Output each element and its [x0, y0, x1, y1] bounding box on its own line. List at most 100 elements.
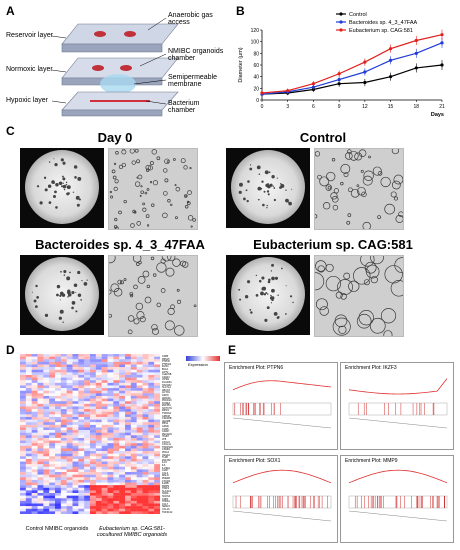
heatmap-cell: [136, 490, 143, 494]
heatmap-cell: [130, 427, 137, 431]
heatmap-cell: [119, 401, 126, 405]
heatmap-cell: [84, 482, 91, 486]
heatmap-cell: [49, 500, 56, 504]
heatmap-cell: [31, 495, 38, 499]
heatmap-cell: [72, 374, 79, 378]
organoid-dot: [176, 288, 180, 292]
heatmap-cell: [119, 419, 126, 423]
dish-dot: [291, 188, 293, 190]
heatmap-cell: [60, 461, 67, 465]
heatmap-cell: [101, 440, 108, 444]
gene-label: PECAM1: [162, 432, 172, 436]
heatmap-cell: [154, 451, 160, 454]
heatmap-cell: [84, 432, 91, 436]
gene-label: VEGFA: [162, 453, 170, 457]
heatmap-cell: [43, 493, 50, 496]
heatmap-cell: [95, 498, 102, 502]
heatmap-cell: [125, 390, 132, 394]
heatmap-cell: [130, 385, 137, 389]
dish-dot: [266, 306, 270, 310]
heatmap-cell: [72, 500, 79, 504]
heatmap-cell: [119, 469, 126, 473]
heatmap-cell: [84, 474, 91, 478]
heatmap-cell: [60, 427, 67, 431]
heatmap-cell: [154, 430, 160, 433]
heatmap-cell: [49, 490, 56, 494]
heatmap-cell: [154, 380, 160, 384]
heatmap-cell: [136, 395, 143, 399]
heatmap-cell: [55, 464, 62, 467]
dish-dot: [67, 289, 71, 293]
dish-dot: [270, 302, 273, 304]
organoid-dot: [142, 270, 150, 278]
heatmap-cell: [119, 493, 126, 496]
x-tick-label: 9: [338, 104, 341, 110]
heatmap-cell: [84, 430, 91, 433]
heatmap-cell: [107, 422, 114, 426]
heatmap-cell: [43, 500, 50, 504]
heatmap-cell: [72, 393, 79, 397]
heatmap-cell: [66, 451, 73, 454]
heatmap-cell: [84, 437, 91, 441]
heatmap-cell: [60, 411, 67, 415]
heatmap-cell: [125, 367, 132, 370]
heatmap-cell: [55, 354, 62, 357]
organoid-dot: [121, 162, 127, 168]
heatmap-cell: [148, 372, 155, 376]
heatmap-cell: [113, 401, 120, 405]
heatmap-cell: [130, 430, 137, 433]
heatmap-cell: [25, 511, 32, 514]
organoid-dot: [146, 284, 151, 289]
heatmap-cell: [60, 490, 67, 494]
heatmap-panel: CD85 FBN15 PTPN6 PTPN22 IKZF3 BCL6 LIPT2 CLEC5B…: [14, 354, 224, 550]
dish-dot: [271, 263, 274, 267]
heatmap-cell: [55, 458, 62, 462]
dish-dot: [73, 165, 78, 169]
heatmap-cell: [78, 382, 85, 386]
heatmap-cell: [119, 474, 126, 478]
heatmap-cell: [84, 380, 91, 384]
gene-label: CCL7: [162, 502, 169, 506]
heatmap-cell: [37, 422, 44, 426]
heatmap-cell: [90, 443, 97, 447]
heatmap-cell: [31, 385, 38, 389]
heatmap-cell: [101, 456, 108, 460]
heatmap-cell: [148, 419, 155, 423]
heatmap-cell: [90, 395, 97, 399]
heatmap-cell: [125, 456, 132, 460]
heatmap-cell: [55, 435, 62, 439]
group-eubacterium: Eubacterium sp. CAG:581-cocultured NMIBC…: [96, 526, 168, 538]
heatmap-cell: [84, 456, 91, 460]
heatmap-cell: [72, 388, 79, 391]
heatmap-cell: [119, 506, 126, 509]
heatmap-cell: [66, 461, 73, 465]
data-point: [440, 63, 444, 67]
heatmap-cell: [130, 503, 137, 507]
heatmap-cell: [55, 511, 62, 514]
heatmap-cell: [90, 372, 97, 376]
heatmap-cell: [31, 511, 38, 514]
heatmap-cell: [113, 414, 120, 418]
heatmap-cell: [78, 395, 85, 399]
heatmap-cell: [136, 448, 143, 452]
organoid-dot: [348, 280, 360, 292]
heatmap-cell: [66, 427, 73, 431]
heatmap-cell: [49, 448, 56, 452]
heatmap-cell: [107, 364, 114, 368]
heatmap-cell: [107, 411, 114, 415]
heatmap-cell: [55, 380, 62, 384]
heatmap-cell: [113, 472, 120, 475]
heatmap-cell: [142, 398, 149, 402]
heatmap-cell: [84, 508, 91, 512]
heatmap-cell: [84, 422, 91, 426]
heatmap-cell: [25, 398, 32, 402]
heatmap-cell: [20, 424, 27, 428]
dish-dot: [76, 203, 80, 207]
data-point: [388, 47, 393, 51]
dish-eubacterium: [226, 255, 310, 335]
heatmap-cell: [43, 398, 50, 402]
dish-dot: [61, 293, 66, 297]
heatmap-cell: [37, 498, 44, 502]
heatmap-cell: [148, 464, 155, 467]
organoid-dot: [146, 188, 150, 191]
